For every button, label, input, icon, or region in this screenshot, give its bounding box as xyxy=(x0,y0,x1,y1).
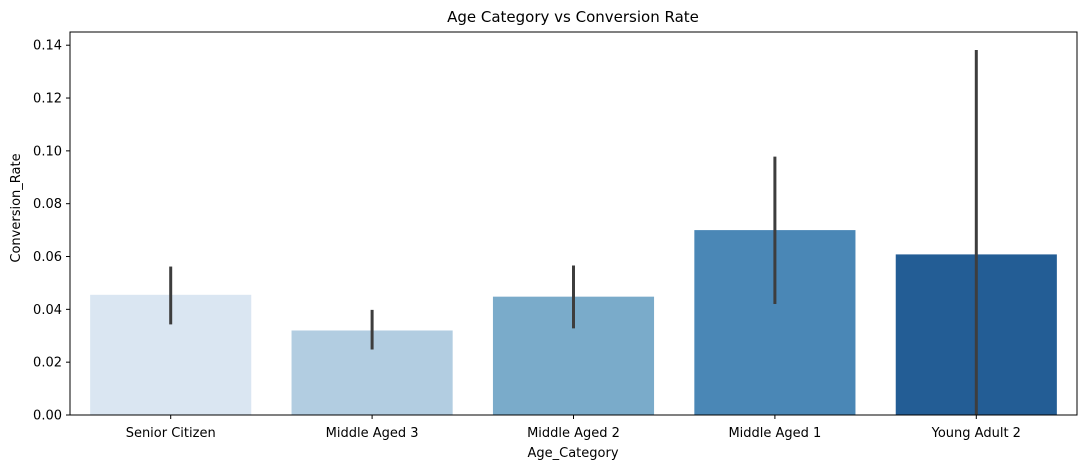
plot-area: Senior Citizen Middle Aged 3 Middle Aged 2… xyxy=(33,31,1078,441)
y-tick-label: 0.08 xyxy=(33,197,62,212)
x-tick-label: Middle Aged 3 xyxy=(326,426,419,441)
y-tick-label: 0.14 xyxy=(33,39,62,54)
x-tick-label: Young Adult 2 xyxy=(931,426,1021,441)
y-tick-label: 0.02 xyxy=(33,356,62,371)
x-tick-label: Middle Aged 2 xyxy=(527,426,620,441)
chart-title: Age Category vs Conversion Rate xyxy=(447,8,699,26)
y-axis-label: Conversion_Rate xyxy=(9,153,24,262)
x-tick-label: Senior Citizen xyxy=(126,426,216,441)
plot-frame xyxy=(69,31,1078,416)
y-tick-label: 0.04 xyxy=(33,303,62,318)
x-tick-label: Middle Aged 1 xyxy=(728,426,821,441)
y-tick-label: 0.12 xyxy=(33,92,62,107)
y-tick-label: 0.00 xyxy=(33,409,62,424)
y-tick-label: 0.06 xyxy=(33,250,62,265)
y-tick-label: 0.10 xyxy=(33,144,62,159)
x-axis-label: Age_Category xyxy=(527,446,618,461)
